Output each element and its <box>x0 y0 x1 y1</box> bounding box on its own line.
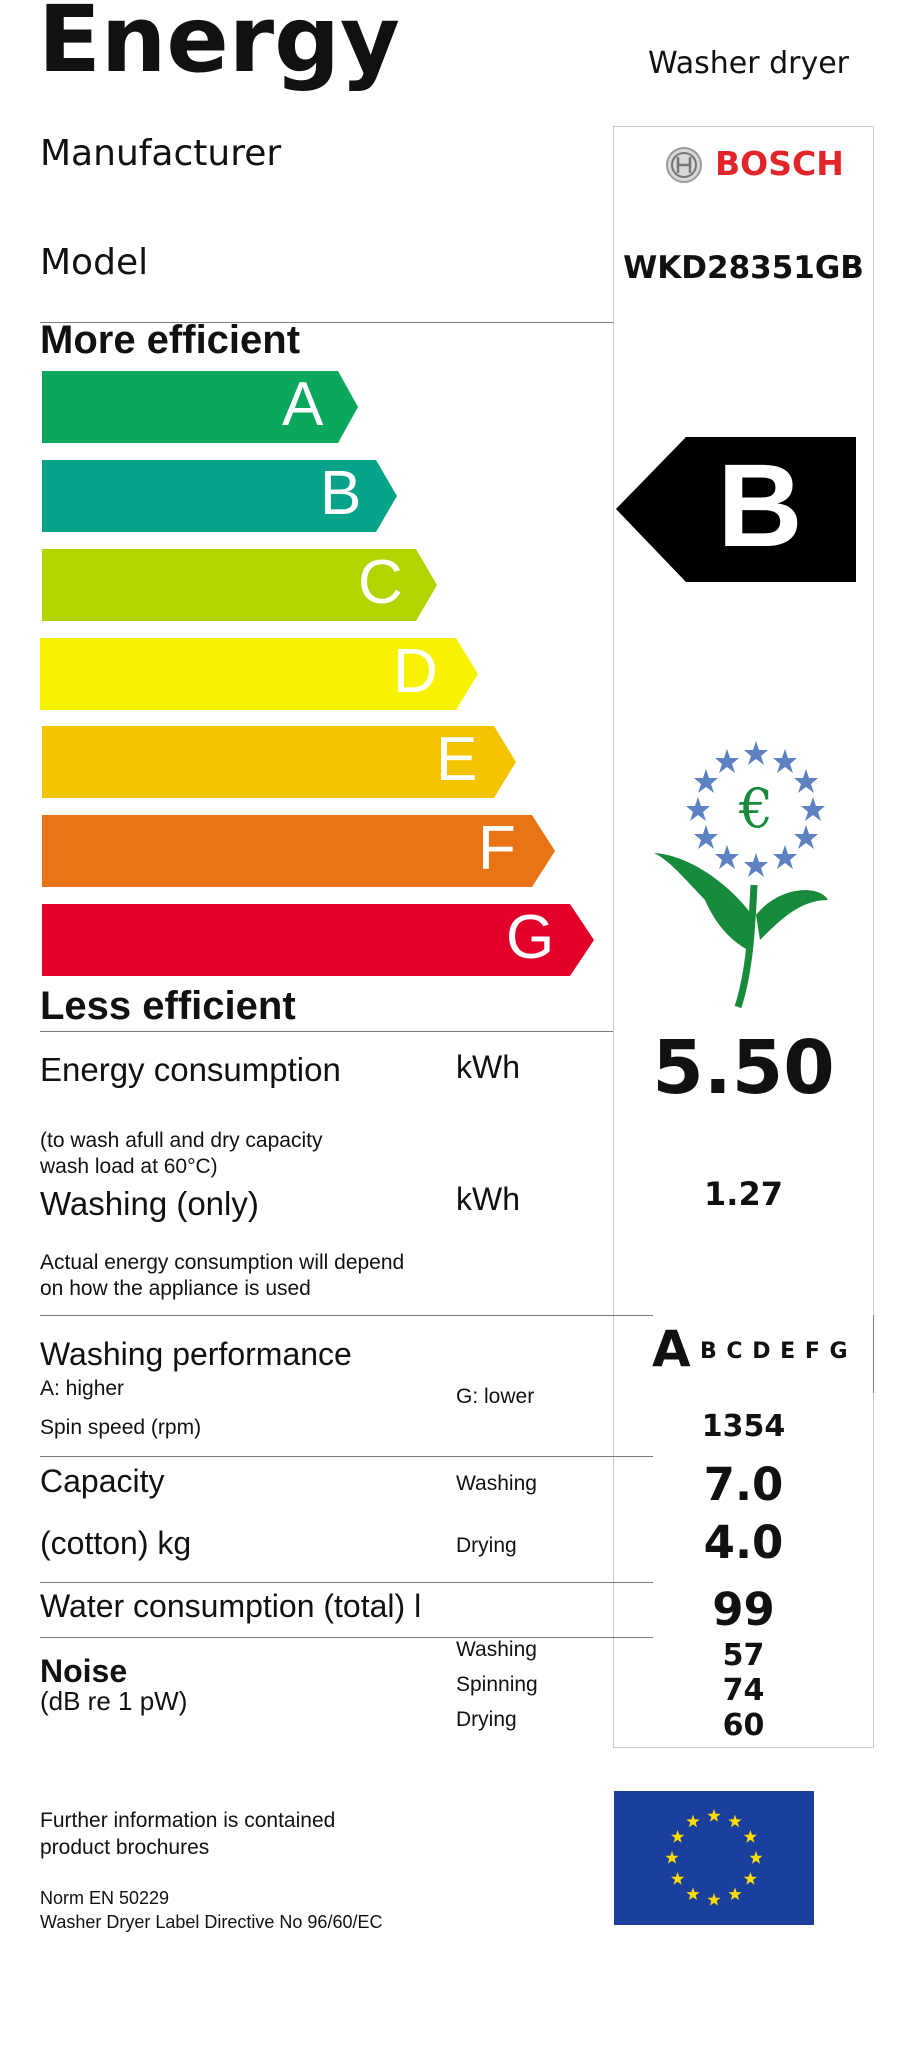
divider <box>40 1637 653 1638</box>
eu-star <box>671 1830 685 1843</box>
washing-only-label: Washing (only) <box>40 1185 259 1222</box>
eu-star <box>743 1872 757 1885</box>
model-label: Model <box>40 242 149 283</box>
eu-star <box>749 1851 763 1864</box>
brand-name: BOSCH <box>715 144 844 183</box>
bar-g-letter: G <box>506 903 555 972</box>
capacity-drying-value: 4.0 <box>703 1516 784 1569</box>
eu-star <box>707 1809 721 1822</box>
performance-lower-note: G: lower <box>456 1385 535 1408</box>
bar-d <box>40 638 478 710</box>
performance-other-classes: B C D E F G <box>700 1339 849 1364</box>
noise-spinning-value: 74 <box>722 1673 765 1708</box>
water-consumption-label: Water consumption (total) l <box>40 1588 422 1624</box>
manufacturer-label: Manufacturer <box>40 133 282 174</box>
bar-g <box>42 904 594 976</box>
bar-b-letter: B <box>320 459 362 528</box>
divider <box>873 1315 874 1393</box>
eu-star <box>707 1893 721 1906</box>
energy-value: 5.50 <box>652 1025 835 1111</box>
bar-c <box>42 549 437 621</box>
eu-star <box>728 1887 742 1900</box>
energy-note-line1: (to wash afull and dry capacity <box>40 1129 323 1152</box>
eu-star <box>728 1814 742 1828</box>
bar-e <box>42 726 516 798</box>
eu-flag-icon <box>614 1791 814 1930</box>
noise-drying-value: 60 <box>722 1708 765 1743</box>
spin-speed-label: Spin speed (rpm) <box>40 1416 202 1439</box>
divider <box>40 1315 653 1316</box>
noise-spinning-label: Spinning <box>456 1673 538 1696</box>
noise-drying-label: Drying <box>456 1708 517 1731</box>
capacity-label: Capacity <box>40 1463 165 1499</box>
capacity-washing-label: Washing <box>456 1472 537 1495</box>
capacity-drying-label: Drying <box>456 1534 517 1557</box>
bosch-logo-icon <box>664 145 704 190</box>
eu-star <box>665 1851 679 1864</box>
energy-unit: kWh <box>456 1049 520 1085</box>
actual-note-line1: Actual energy consumption will depend <box>40 1251 405 1274</box>
washing-performance-label: Washing performance <box>40 1336 352 1372</box>
noise-washing-value: 57 <box>722 1638 765 1673</box>
right-panel <box>613 126 874 1748</box>
bar-a-letter: A <box>282 370 324 439</box>
less-efficient-label: Less efficient <box>40 984 296 1028</box>
actual-note-line2: on how the appliance is used <box>40 1277 311 1300</box>
model-number: WKD28351GB <box>623 250 864 286</box>
water-consumption-value: 99 <box>712 1583 775 1636</box>
bar-e-letter: E <box>436 725 478 794</box>
divider <box>40 1456 653 1457</box>
appliance-type: Washer dryer <box>648 46 850 81</box>
bar-f-letter: F <box>478 814 516 883</box>
label-title: Energy <box>38 0 400 93</box>
spin-speed-value: 1354 <box>701 1409 786 1444</box>
eu-star <box>671 1872 685 1885</box>
divider <box>40 1031 613 1032</box>
bar-f <box>42 815 555 887</box>
capacity-unit-label: (cotton) kg <box>40 1525 192 1561</box>
more-efficient-label: More efficient <box>40 318 301 362</box>
washing-only-value: 1.27 <box>704 1175 783 1213</box>
capacity-washing-value: 7.0 <box>703 1458 784 1511</box>
divider <box>40 1582 653 1583</box>
footer-norm: Norm EN 50229 <box>40 1888 170 1908</box>
eu-star <box>686 1887 700 1900</box>
washing-only-unit: kWh <box>456 1181 520 1217</box>
performance-rating: A <box>652 1320 691 1378</box>
bar-c-letter: C <box>358 548 403 617</box>
eu-star <box>686 1814 700 1828</box>
bar-b <box>42 460 397 532</box>
rating-arrow <box>616 437 856 587</box>
footer-info-line1: Further information is contained <box>40 1809 336 1832</box>
noise-label: Noise <box>40 1653 128 1689</box>
noise-unit: (dB re 1 pW) <box>40 1686 188 1716</box>
performance-higher-note: A: higher <box>40 1377 125 1400</box>
eu-star <box>743 1830 757 1843</box>
rating-letter: B <box>717 440 803 572</box>
noise-washing-label: Washing <box>456 1638 537 1661</box>
footer-directive: Washer Dryer Label Directive No 96/60/EC <box>40 1912 383 1932</box>
footer-info-line2: product brochures <box>40 1836 210 1859</box>
eu-ecolabel-flower-icon: € <box>650 735 830 1020</box>
energy-consumption-label: Energy consumption <box>40 1051 341 1088</box>
divider <box>40 322 613 323</box>
bar-a <box>42 371 358 443</box>
bar-d-letter: D <box>393 637 438 706</box>
energy-note-line2: wash load at 60°C) <box>40 1155 218 1178</box>
svg-text:€: € <box>738 777 773 840</box>
